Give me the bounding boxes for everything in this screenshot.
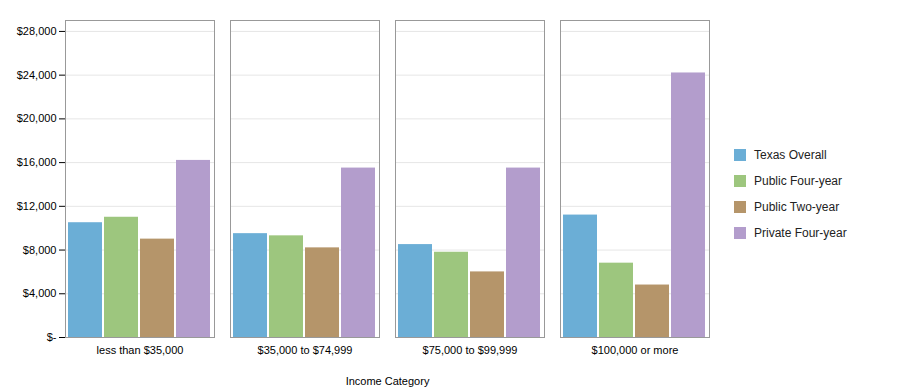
svg-text:$4,000: $4,000 (23, 287, 57, 299)
svg-text:$12,000: $12,000 (17, 200, 57, 212)
svg-text:$20,000: $20,000 (17, 112, 57, 124)
svg-text:$8,000: $8,000 (23, 244, 57, 256)
html-text:Public Two-year: Public Two-year (754, 199, 840, 214)
svg-text:$35,000 to $74,999: $35,000 to $74,999 (258, 344, 353, 356)
svg-text:$24,000: $24,000 (17, 69, 57, 81)
html-text:Public Four-year: Public Four-year (754, 173, 842, 188)
svg-text:$75,000 to $99,999: $75,000 to $99,999 (423, 344, 518, 356)
svg-text:$16,000: $16,000 (17, 156, 57, 168)
svg-text:$-: $- (47, 331, 57, 343)
html-text:Texas Overall: Texas Overall (754, 147, 827, 162)
svg-text:Income Category: Income Category (346, 375, 430, 387)
svg-text:$100,000 or more: $100,000 or more (592, 344, 679, 356)
svg-text:$28,000: $28,000 (17, 25, 57, 37)
html-text:Private Four-year: Private Four-year (754, 225, 847, 240)
svg-text:less than $35,000: less than $35,000 (97, 344, 184, 356)
